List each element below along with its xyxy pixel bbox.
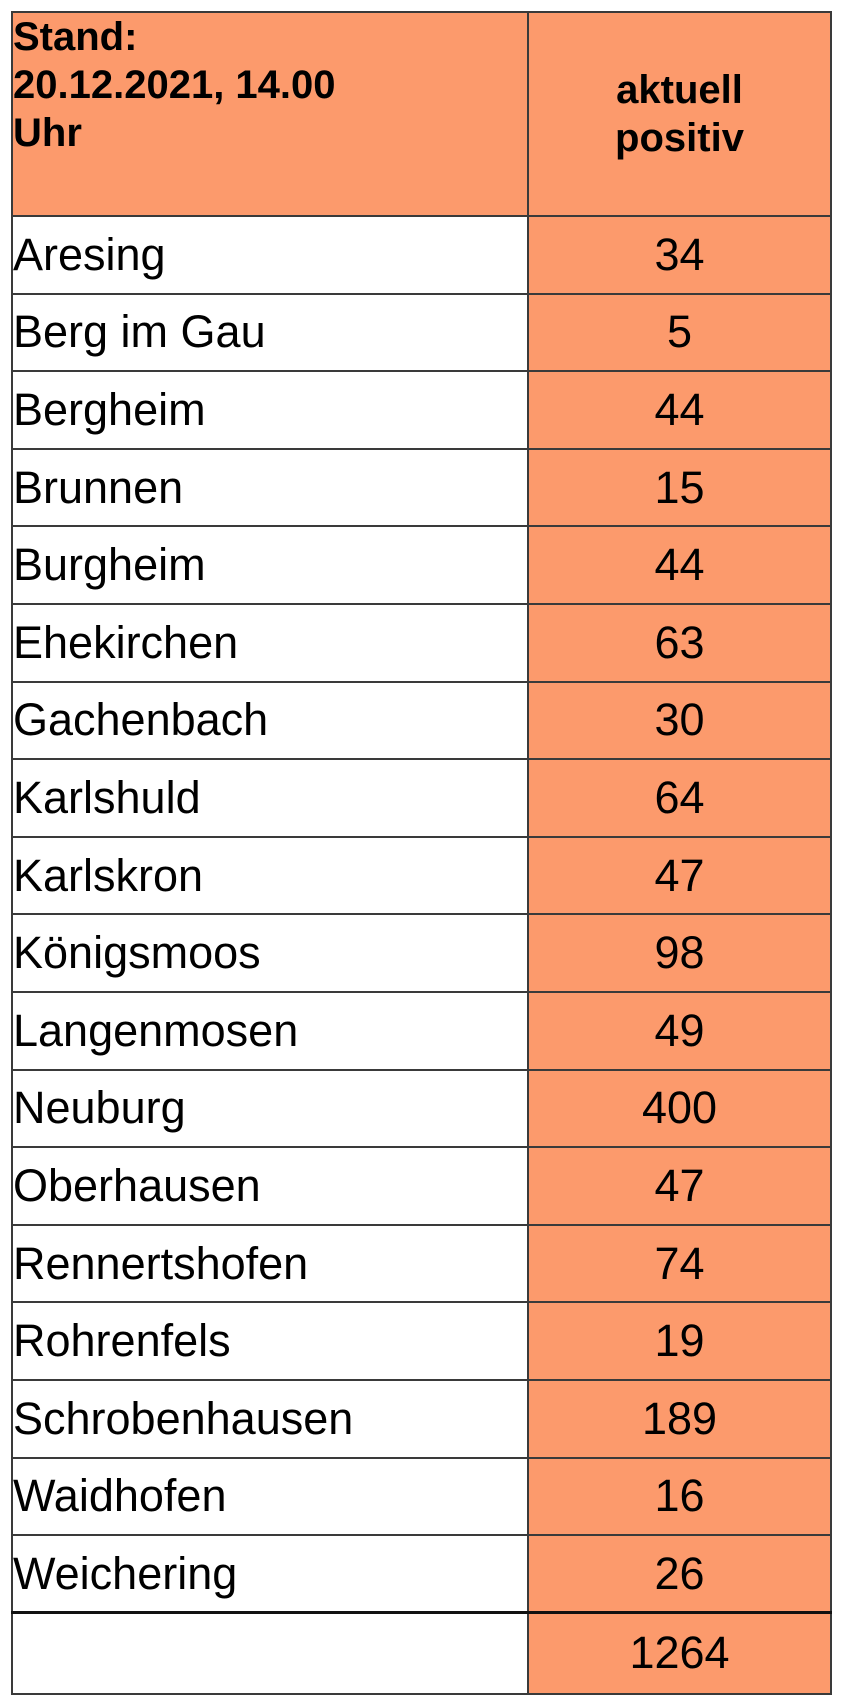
table-row: Karlskron 47: [11, 835, 832, 916]
municipality-name: Schrobenhausen: [11, 1378, 529, 1459]
positive-count: 47: [527, 835, 832, 916]
municipality-name: Karlskron: [11, 835, 529, 916]
table-row: Berg im Gau 5: [11, 292, 832, 373]
positive-count: 98: [527, 913, 832, 993]
municipality-name: Rohrenfels: [11, 1301, 529, 1381]
positive-count: 15: [527, 447, 832, 528]
table-row: Waidhofen 16: [11, 1456, 832, 1537]
total-row: 1264: [11, 1611, 832, 1695]
table-row: Karlshuld 64: [11, 758, 832, 838]
table-row: Brunnen 15: [11, 447, 832, 528]
positive-count: 47: [527, 1146, 832, 1226]
positive-count: 30: [527, 680, 832, 761]
table-row: Oberhausen 47: [11, 1146, 832, 1226]
positive-count: 400: [527, 1068, 832, 1149]
positive-count: 44: [527, 525, 832, 605]
positive-header-line-2: positiv: [615, 116, 744, 160]
table-row: Burgheim 44: [11, 525, 832, 605]
date-header-line-2: 20.12.2021, 14.00: [13, 63, 336, 107]
positive-cases-table: Stand: 20.12.2021, 14.00 Uhr aktuell pos…: [11, 11, 832, 1695]
table-row: Schrobenhausen 189: [11, 1378, 832, 1459]
municipality-name: Brunnen: [11, 447, 529, 528]
positive-count: 44: [527, 370, 832, 450]
municipality-name: Bergheim: [11, 370, 529, 450]
municipality-name: Waidhofen: [11, 1456, 529, 1537]
table-row: Gachenbach 30: [11, 680, 832, 761]
date-header-cell: Stand: 20.12.2021, 14.00 Uhr: [11, 11, 529, 217]
positive-count: 34: [527, 215, 832, 295]
positive-header-cell: aktuell positiv: [527, 11, 832, 217]
positive-count: 74: [527, 1223, 832, 1304]
table-row: Rennertshofen 74: [11, 1223, 832, 1304]
table-row: Königsmoos 98: [11, 913, 832, 993]
positive-count: 19: [527, 1301, 832, 1381]
municipality-name: Berg im Gau: [11, 292, 529, 373]
municipality-name: Oberhausen: [11, 1146, 529, 1226]
municipality-name: Gachenbach: [11, 680, 529, 761]
municipality-name: Burgheim: [11, 525, 529, 605]
municipality-name: Aresing: [11, 215, 529, 295]
municipality-name: Weichering: [11, 1534, 529, 1614]
total-count: 1264: [527, 1611, 832, 1695]
positive-count: 63: [527, 602, 832, 683]
total-label: [11, 1611, 529, 1695]
table-row: Langenmosen 49: [11, 990, 832, 1071]
table-row: Bergheim 44: [11, 370, 832, 450]
positive-count: 49: [527, 990, 832, 1071]
municipality-name: Neuburg: [11, 1068, 529, 1149]
positive-header-line-1: aktuell: [616, 68, 743, 112]
positive-count: 16: [527, 1456, 832, 1537]
table-row: Aresing 34: [11, 215, 832, 295]
municipality-name: Ehekirchen: [11, 602, 529, 683]
table-row: Ehekirchen 63: [11, 602, 832, 683]
municipality-name: Rennertshofen: [11, 1223, 529, 1304]
positive-count: 189: [527, 1378, 832, 1459]
positive-count: 5: [527, 292, 832, 373]
positive-count: 64: [527, 758, 832, 838]
table-row: Neuburg 400: [11, 1068, 832, 1149]
table-row: Weichering 26: [11, 1534, 832, 1614]
date-header-line-1: Stand:: [13, 15, 138, 59]
municipality-name: Königsmoos: [11, 913, 529, 993]
date-header-line-3: Uhr: [13, 111, 82, 155]
positive-count: 26: [527, 1534, 832, 1614]
table-row: Rohrenfels 19: [11, 1301, 832, 1381]
municipality-name: Langenmosen: [11, 990, 529, 1071]
table-header-row: Stand: 20.12.2021, 14.00 Uhr aktuell pos…: [11, 11, 832, 217]
municipality-name: Karlshuld: [11, 758, 529, 838]
